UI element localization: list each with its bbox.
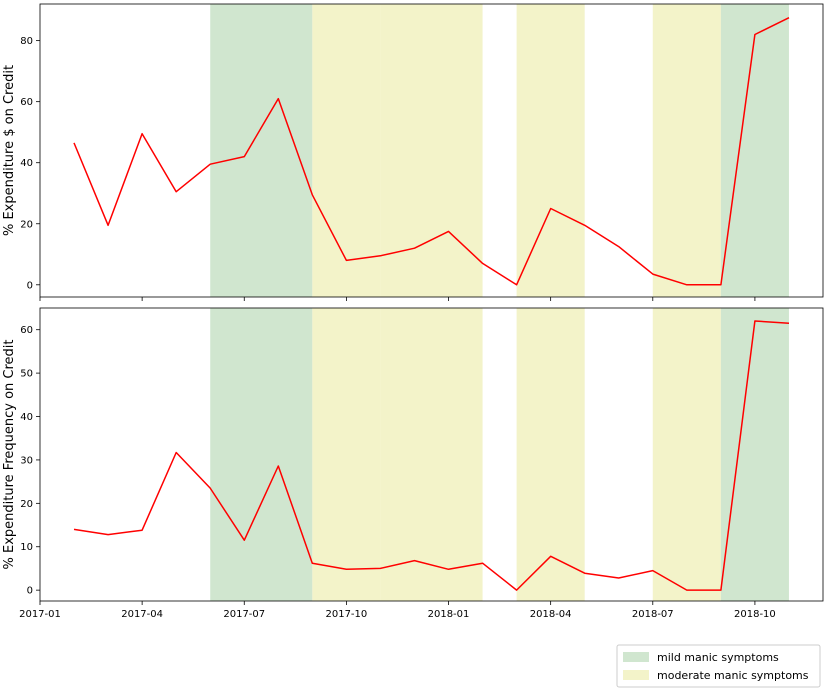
subplot-expenditure-amount: 0 20 40 60 80 % Expenditure $ on Credit bbox=[2, 3, 824, 301]
x-tick-label: 2017-07 bbox=[223, 609, 265, 620]
shaded-period-moderate bbox=[516, 4, 585, 297]
y-axis-label: % Expenditure $ on Credit bbox=[2, 65, 17, 236]
y-tick-label: 40 bbox=[20, 412, 33, 423]
shaded-period-moderate bbox=[652, 4, 721, 297]
y-tick-label: 20 bbox=[20, 219, 33, 230]
x-tick-label: 2017-01 bbox=[19, 609, 61, 620]
y-tick-label: 30 bbox=[20, 455, 33, 466]
y-tick-label: 40 bbox=[20, 158, 33, 169]
y-tick-label: 60 bbox=[20, 325, 33, 336]
series-line bbox=[73, 17, 790, 286]
shaded-period-moderate bbox=[380, 308, 483, 601]
y-tick-label: 60 bbox=[20, 97, 33, 108]
x-tick-label: 2018-10 bbox=[734, 609, 776, 620]
y-tick-label: 0 bbox=[27, 280, 33, 291]
legend: mild manic symptoms moderate manic sympto… bbox=[616, 644, 821, 688]
series-line bbox=[73, 320, 790, 591]
x-tick-label: 2017-04 bbox=[121, 609, 163, 620]
y-tick-label: 10 bbox=[20, 542, 33, 553]
axes-frame bbox=[39, 3, 824, 298]
y-tick-label: 50 bbox=[20, 369, 33, 380]
y-axis-label: % Expenditure Frequency on Credit bbox=[2, 340, 17, 570]
legend-label-moderate: moderate manic symptoms bbox=[657, 669, 809, 682]
shaded-period-mild bbox=[720, 4, 789, 297]
y-tick-label: 0 bbox=[27, 586, 33, 597]
subplot-expenditure-frequency: 0 10 20 30 40 50 60 2017-01 2017-04 2017-07 2017-1… bbox=[2, 307, 824, 620]
shaded-period-moderate bbox=[652, 308, 721, 601]
axes-frame bbox=[39, 307, 824, 602]
legend-swatch-mild bbox=[623, 652, 649, 662]
legend-label-mild: mild manic symptoms bbox=[657, 651, 779, 664]
y-tick-label: 20 bbox=[20, 499, 33, 510]
x-tick-label: 2018-04 bbox=[530, 609, 572, 620]
shaded-period-mild bbox=[210, 308, 313, 601]
x-tick-label: 2017-10 bbox=[325, 609, 367, 620]
shaded-period-mild bbox=[210, 4, 313, 297]
legend-swatch-moderate bbox=[623, 670, 649, 680]
shaded-period-moderate bbox=[516, 308, 585, 601]
y-tick-label: 80 bbox=[20, 36, 33, 47]
x-tick-label: 2018-01 bbox=[428, 609, 470, 620]
x-tick-label: 2018-07 bbox=[632, 609, 674, 620]
shaded-period-moderate bbox=[312, 4, 381, 297]
shaded-period-mild bbox=[720, 308, 789, 601]
shaded-period-moderate bbox=[312, 308, 381, 601]
legend-frame bbox=[616, 644, 821, 688]
